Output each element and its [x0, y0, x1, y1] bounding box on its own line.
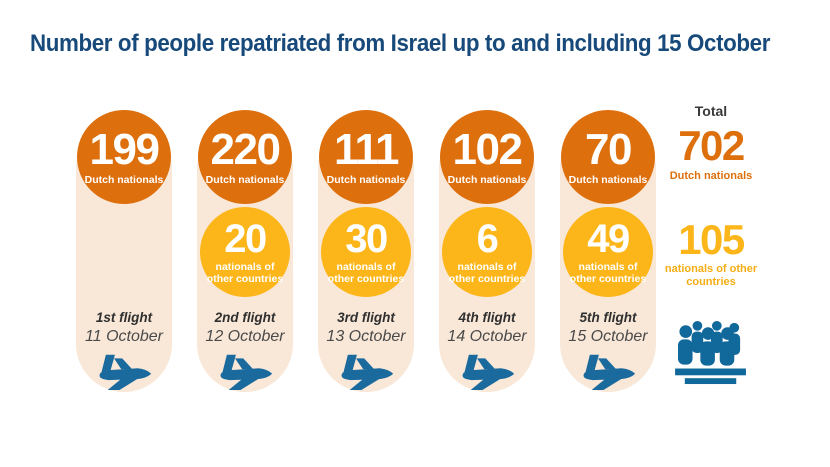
dutch-nationals-count: 102	[452, 124, 523, 174]
plane-icon	[341, 354, 394, 391]
flight-number: 1st flight	[95, 310, 153, 325]
other-nationals-label: nationals of other countries	[569, 260, 647, 285]
plane-icon	[462, 354, 515, 391]
flight-caption: 4th flight 14 October	[439, 310, 535, 347]
flight-number: 4th flight	[458, 310, 516, 325]
other-nationals-label: nationals of other countries	[448, 260, 526, 285]
dutch-nationals-count: 220	[210, 124, 281, 174]
flight-number: 5th flight	[579, 310, 637, 325]
flight-date: 12 October	[205, 327, 285, 345]
other-nationals-count: 30	[345, 216, 388, 261]
total-dutch-label: Dutch nationals	[669, 170, 753, 182]
other-nationals-count: 20	[224, 216, 267, 261]
dutch-nationals-circle: 220 Dutch nationals	[198, 110, 292, 204]
dutch-nationals-label: Dutch nationals	[447, 173, 527, 186]
flight-column-5: 70 Dutch nationals 49 nationals of other…	[560, 110, 656, 400]
other-nationals-circle: 6 nationals of other countries	[442, 207, 532, 297]
flight-date: 13 October	[326, 327, 406, 345]
people-group-icon	[675, 320, 746, 385]
total-others-count: 105	[678, 216, 745, 263]
flight-column-4: 102 Dutch nationals 6 nationals of other…	[439, 110, 535, 400]
totals-panel: Total 702 Dutch nationals 105 nationals …	[660, 103, 762, 403]
flight-caption: 5th flight 15 October	[560, 310, 656, 347]
other-nationals-count: 49	[587, 216, 630, 261]
other-nationals-circle: 49 nationals of other countries	[563, 207, 653, 297]
dutch-nationals-count: 111	[333, 124, 400, 174]
dutch-nationals-label: Dutch nationals	[205, 173, 285, 186]
plane-icon	[99, 354, 152, 391]
flight-caption: 1st flight 11 October	[76, 310, 172, 347]
flight-date: 15 October	[568, 327, 648, 345]
total-label: Total	[694, 103, 728, 119]
other-nationals-label: nationals of other countries	[327, 260, 405, 285]
flight-column-3: 111 Dutch nationals 30 nationals of othe…	[318, 110, 414, 400]
other-nationals-label: nationals of other countries	[206, 260, 284, 285]
dutch-nationals-circle: 102 Dutch nationals	[440, 110, 534, 204]
flight-caption: 3rd flight 13 October	[318, 310, 414, 347]
dutch-nationals-circle: 199 Dutch nationals	[77, 110, 171, 204]
flight-date: 11 October	[85, 327, 163, 345]
dutch-nationals-label: Dutch nationals	[568, 173, 648, 186]
flight-caption: 2nd flight 12 October	[197, 310, 293, 347]
flight-number: 3rd flight	[337, 310, 395, 325]
page-title: Number of people repatriated from Israel…	[30, 30, 771, 57]
dutch-nationals-circle: 70 Dutch nationals	[561, 110, 655, 204]
dutch-nationals-count: 199	[89, 124, 160, 174]
flight-date: 14 October	[447, 327, 527, 345]
other-nationals-circle: 20 nationals of other countries	[200, 207, 290, 297]
plane-icon	[220, 354, 273, 391]
flight-column-2: 220 Dutch nationals 20 nationals of othe…	[197, 110, 293, 400]
dutch-nationals-label: Dutch nationals	[326, 173, 406, 186]
dutch-nationals-label: Dutch nationals	[84, 173, 164, 186]
dutch-nationals-circle: 111 Dutch nationals	[319, 110, 413, 204]
total-dutch-count: 702	[678, 122, 745, 169]
flight-column-1: 199 Dutch nationals 1st flight 11 Octobe…	[76, 110, 172, 400]
dutch-nationals-count: 70	[585, 124, 632, 174]
plane-icon	[583, 354, 636, 391]
total-others-label: nationals of other countries	[664, 263, 758, 289]
other-nationals-circle: 30 nationals of other countries	[321, 207, 411, 297]
flight-number: 2nd flight	[214, 310, 276, 325]
other-nationals-count: 6	[476, 216, 499, 261]
